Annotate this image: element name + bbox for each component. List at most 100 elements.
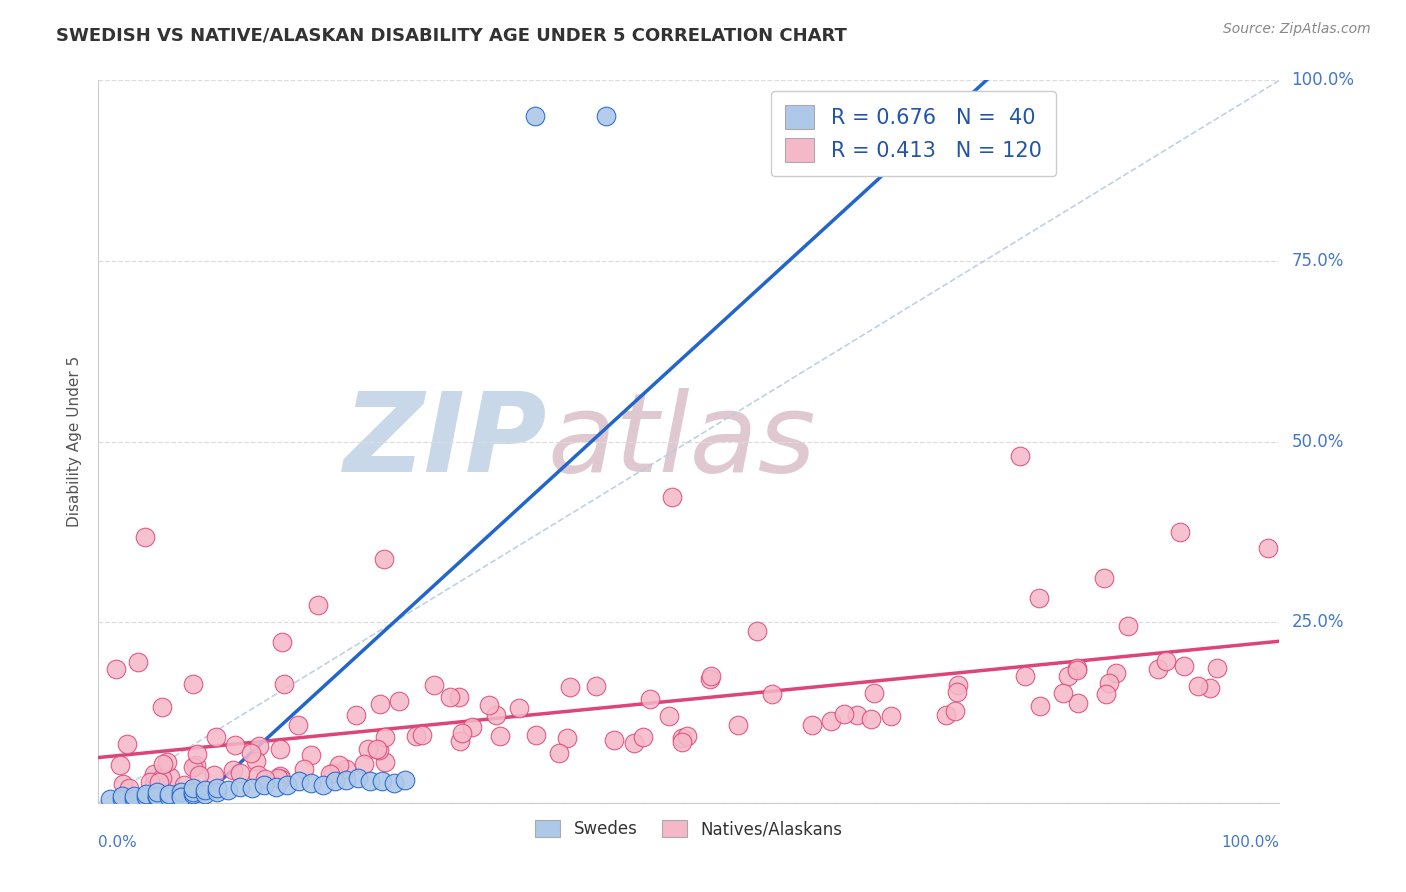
Point [170, 789, 193, 803]
Point [1098, 676, 1121, 690]
Point [603, 733, 626, 747]
Point [139, 775, 162, 789]
Point [1014, 669, 1036, 683]
Point [150, 772, 173, 786]
Point [156, 755, 179, 769]
Point [312, 778, 335, 792]
Point [1105, 666, 1128, 681]
Point [157, 790, 180, 805]
Point [880, 708, 903, 723]
Point [269, 768, 291, 782]
Point [181, 781, 204, 796]
Point [555, 731, 578, 746]
Point [449, 690, 471, 704]
Point [449, 733, 471, 747]
Text: ZIP: ZIP [343, 388, 547, 495]
Point [508, 701, 530, 715]
Point [1066, 661, 1088, 675]
Point [1173, 659, 1195, 673]
Point [323, 774, 346, 789]
Point [450, 726, 472, 740]
Point [170, 785, 193, 799]
Point [202, 767, 225, 781]
Point [1168, 524, 1191, 539]
Point [152, 756, 174, 771]
Point [727, 718, 749, 732]
Point [146, 785, 169, 799]
Text: 25.0%: 25.0% [1291, 613, 1344, 632]
Point [661, 490, 683, 504]
Point [143, 776, 166, 790]
Point [245, 754, 267, 768]
Point [240, 781, 263, 796]
Point [344, 708, 367, 723]
Point [359, 774, 381, 789]
Point [287, 718, 309, 732]
Point [411, 728, 433, 742]
Point [1092, 571, 1115, 585]
Point [270, 772, 292, 786]
Point [328, 758, 350, 772]
Point [675, 730, 697, 744]
Point [181, 677, 204, 691]
Point [387, 694, 409, 708]
Point [526, 728, 548, 742]
Point [157, 787, 180, 801]
Point [108, 757, 131, 772]
Point [112, 777, 135, 791]
Point [115, 737, 138, 751]
Point [374, 755, 396, 769]
Point [194, 787, 217, 801]
Point [595, 110, 617, 124]
Point [143, 767, 166, 781]
Point [935, 708, 957, 723]
Point [118, 781, 141, 796]
Point [122, 789, 145, 803]
Point [105, 662, 128, 676]
Point [276, 778, 298, 792]
Point [319, 767, 342, 781]
Point [1116, 619, 1139, 633]
Text: 75.0%: 75.0% [1291, 252, 1344, 270]
Point [267, 771, 290, 785]
Point [181, 787, 204, 801]
Text: 50.0%: 50.0% [1291, 433, 1344, 450]
Point [221, 763, 243, 777]
Point [585, 679, 607, 693]
Point [135, 790, 157, 805]
Point [194, 782, 217, 797]
Point [658, 709, 681, 723]
Point [1056, 669, 1078, 683]
Point [946, 685, 969, 699]
Point [394, 772, 416, 787]
Point [98, 792, 121, 806]
Point [159, 770, 181, 784]
Point [254, 772, 277, 786]
Point [1154, 654, 1177, 668]
Point [373, 551, 395, 566]
Point [134, 530, 156, 544]
Point [205, 730, 228, 744]
Point [186, 747, 208, 762]
Point [264, 780, 287, 794]
Point [1199, 681, 1222, 695]
Point [845, 707, 868, 722]
Point [371, 774, 394, 789]
Point [1028, 591, 1050, 605]
Point [368, 698, 391, 712]
Point [335, 762, 357, 776]
Point [146, 790, 169, 805]
Point [1029, 699, 1052, 714]
Point [943, 704, 966, 718]
Point [820, 714, 842, 728]
Legend: Swedes, Natives/Alaskans: Swedes, Natives/Alaskans [529, 814, 849, 845]
Point [747, 624, 769, 638]
Point [292, 762, 315, 776]
Point [832, 706, 855, 721]
Point [307, 599, 329, 613]
Point [700, 669, 723, 683]
Point [863, 686, 886, 700]
Point [271, 634, 294, 648]
Point [146, 789, 169, 803]
Point [485, 708, 508, 723]
